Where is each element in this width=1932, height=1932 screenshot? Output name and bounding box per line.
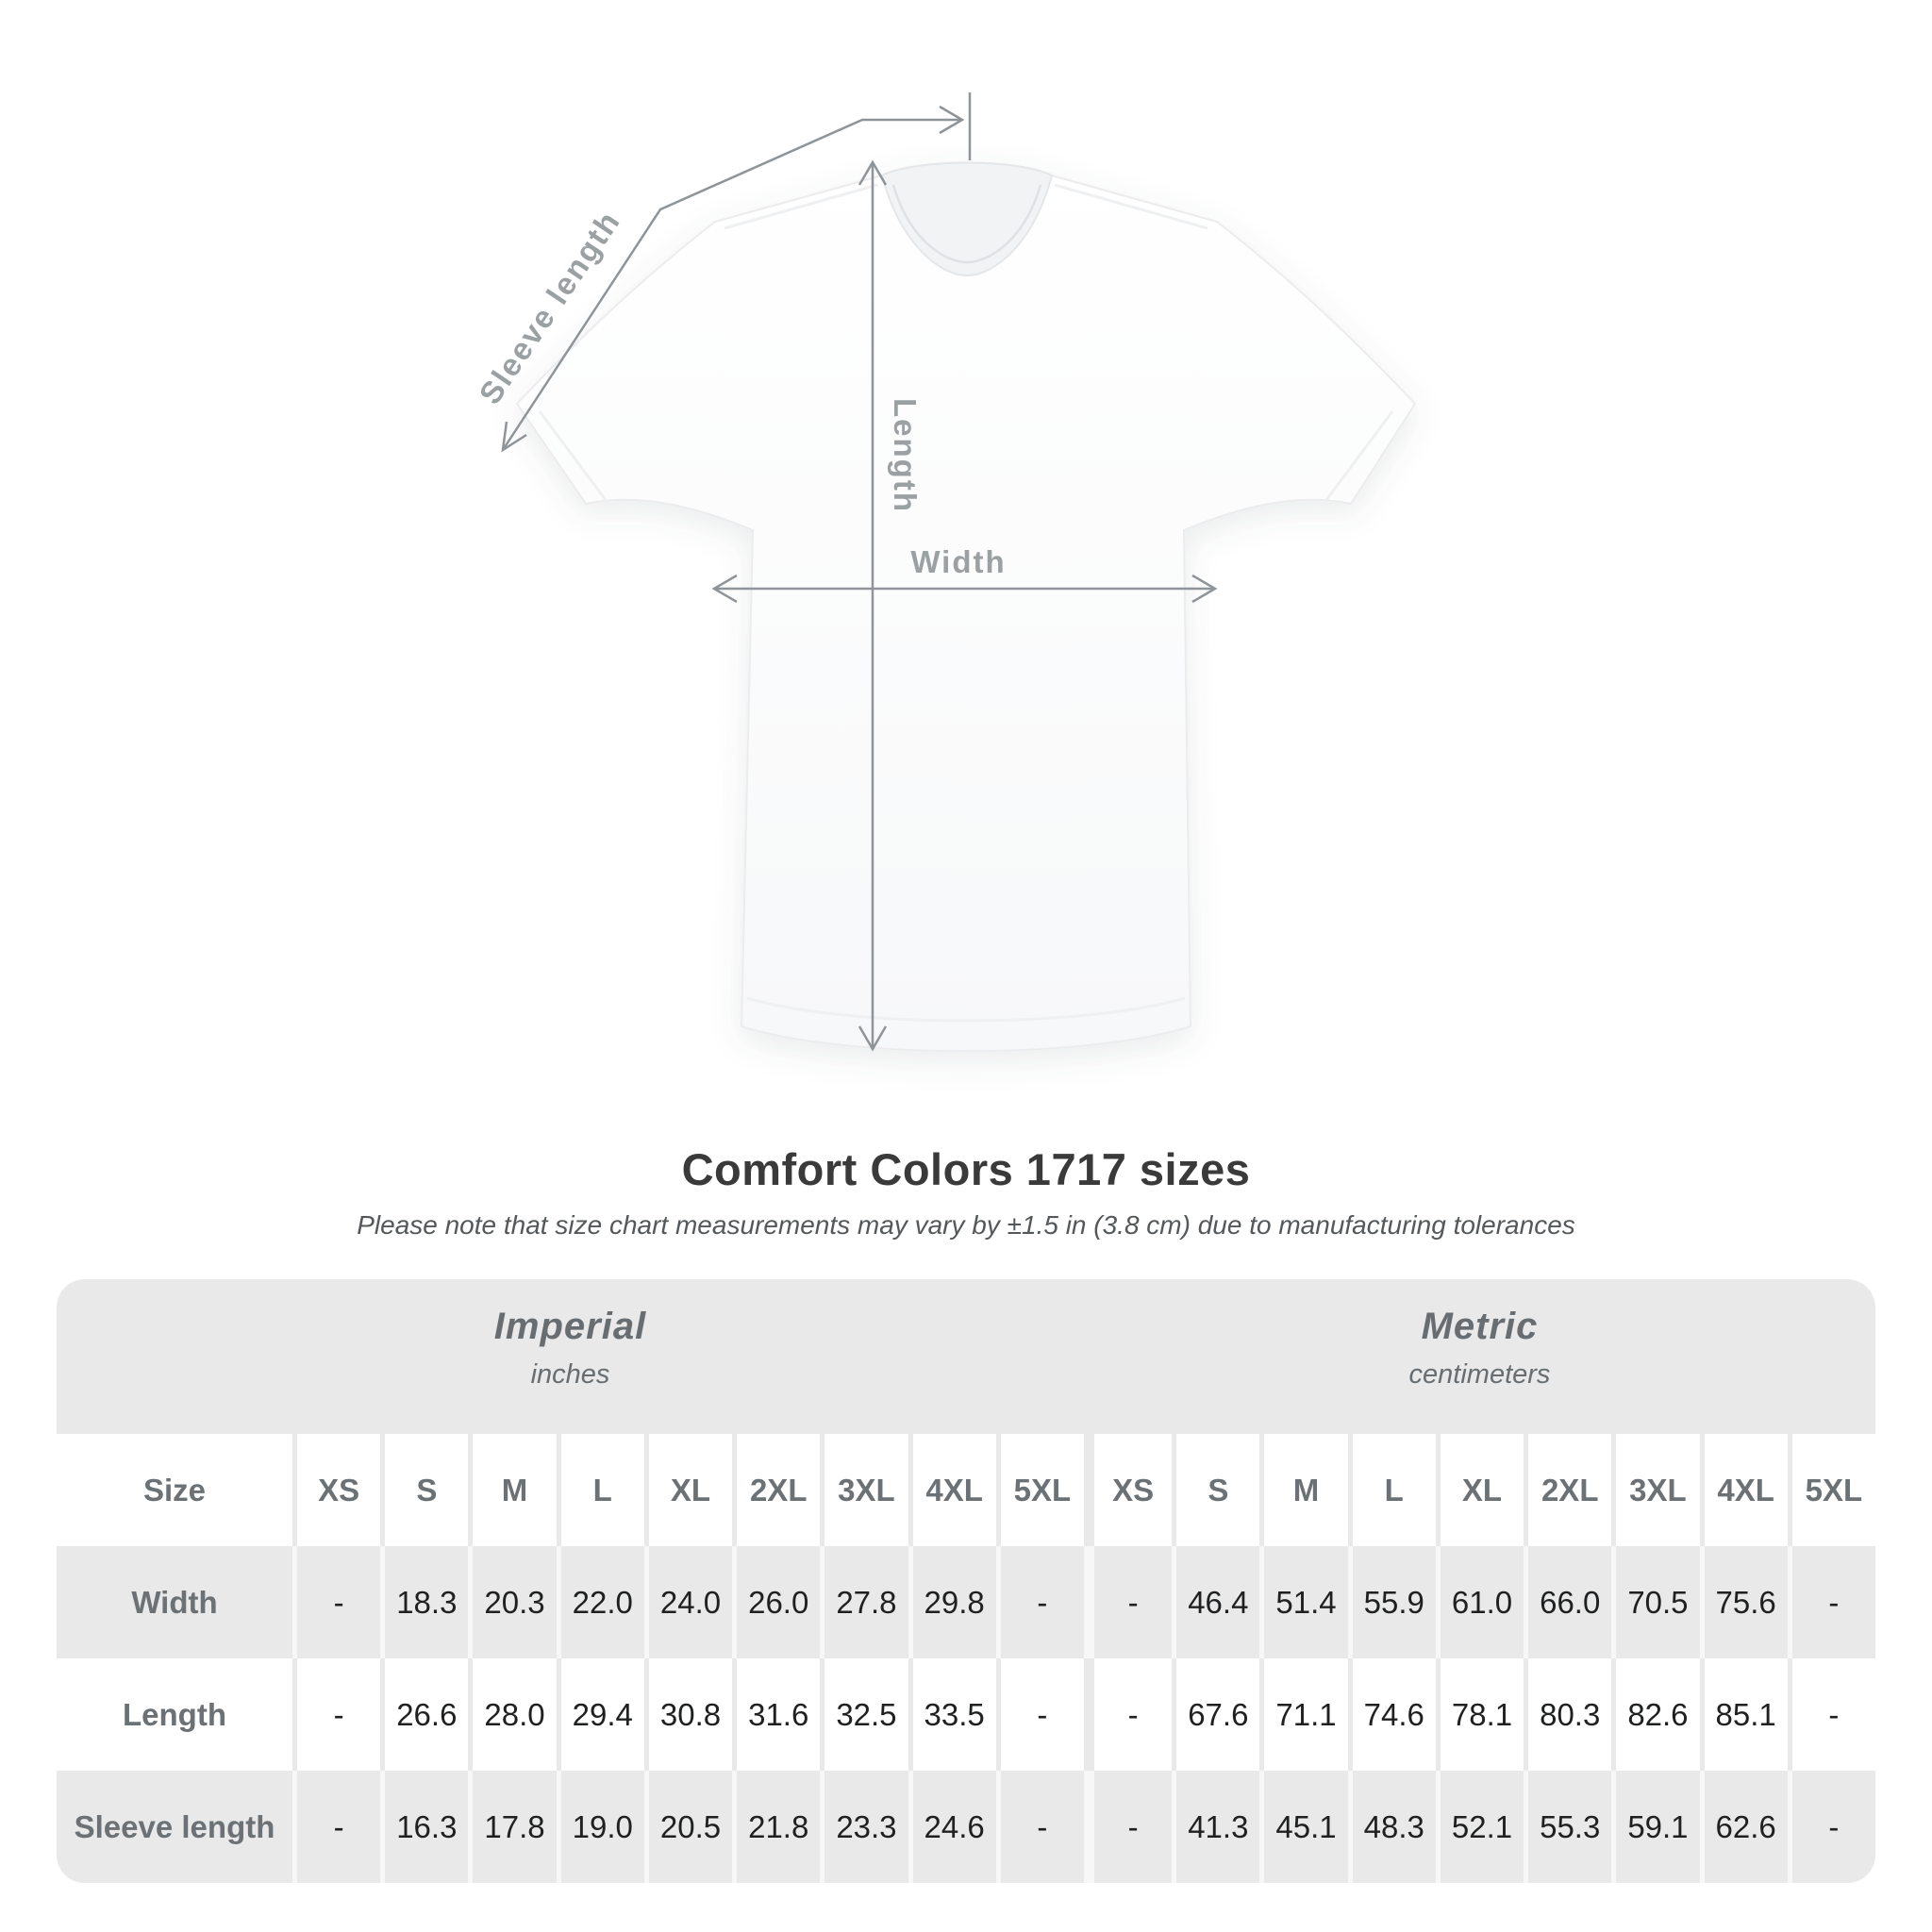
size-column-header-imperial: 2XL	[732, 1434, 821, 1546]
measurement-cell-imperial: 24.6	[908, 1771, 996, 1883]
measurement-cell-metric: -	[1083, 1546, 1173, 1658]
size-column-header-metric: 5XL	[1787, 1434, 1875, 1546]
size-column-header-metric: M	[1259, 1434, 1348, 1546]
measurement-cell-imperial: 23.3	[820, 1771, 908, 1883]
chart-heading: Comfort Colors 1717 sizes Please note th…	[0, 1143, 1932, 1241]
measurement-cell-imperial: 26.0	[732, 1546, 821, 1658]
measurement-cell-imperial: 18.3	[380, 1546, 469, 1658]
metric-label: Metric	[1421, 1306, 1539, 1347]
measurement-cell-imperial: -	[995, 1771, 1084, 1883]
size-column-header-imperial: XS	[292, 1434, 381, 1546]
length-label: Length	[888, 398, 923, 513]
measurement-cell-metric: 71.1	[1259, 1658, 1348, 1771]
measurement-cell-metric: 82.6	[1611, 1658, 1700, 1771]
measurement-cell-imperial: -	[292, 1658, 381, 1771]
measurement-cell-imperial: -	[292, 1771, 381, 1883]
unit-group-metric: Metric centimeters	[1084, 1279, 1875, 1434]
measurement-cell-metric: 74.6	[1347, 1658, 1436, 1771]
collar	[880, 161, 1054, 277]
size-corner-header: Size	[57, 1434, 292, 1546]
measurement-cell-imperial: 26.6	[380, 1658, 469, 1771]
measurement-cell-metric: 51.4	[1259, 1546, 1348, 1658]
size-column-header-metric: S	[1172, 1434, 1260, 1546]
imperial-sublabel: inches	[530, 1359, 610, 1390]
measurement-cell-metric: -	[1787, 1546, 1875, 1658]
unit-group-imperial: Imperial inches	[57, 1279, 1084, 1434]
measurement-cell-metric: 45.1	[1259, 1771, 1348, 1883]
size-column-header-imperial: 4XL	[908, 1434, 996, 1546]
measurement-cell-metric: 75.6	[1699, 1546, 1788, 1658]
measurement-cell-imperial: 20.5	[643, 1771, 733, 1883]
size-column-header-metric: 2XL	[1524, 1434, 1612, 1546]
row-label: Sleeve length	[57, 1771, 292, 1883]
measurement-cell-imperial: 31.6	[732, 1658, 821, 1771]
size-column-header-metric: XS	[1083, 1434, 1173, 1546]
size-column-header-imperial: L	[556, 1434, 644, 1546]
row-label: Width	[57, 1546, 292, 1658]
measurement-cell-imperial: -	[292, 1546, 381, 1658]
measurement-cell-metric: 80.3	[1524, 1658, 1612, 1771]
size-column-header-imperial: 5XL	[995, 1434, 1084, 1546]
measurement-cell-metric: 85.1	[1699, 1658, 1788, 1771]
measurement-cell-imperial: 29.4	[556, 1658, 644, 1771]
measurement-cell-metric: 48.3	[1347, 1771, 1436, 1883]
measurement-cell-metric: 41.3	[1172, 1771, 1260, 1883]
tolerance-note: Please note that size chart measurements…	[357, 1210, 1575, 1240]
measurement-cell-imperial: 16.3	[380, 1771, 469, 1883]
measurement-cell-metric: 55.9	[1347, 1546, 1436, 1658]
measurement-cell-metric: 52.1	[1435, 1771, 1524, 1883]
size-column-header-metric: XL	[1435, 1434, 1524, 1546]
size-column-header-metric: L	[1347, 1434, 1436, 1546]
measurement-cell-metric: -	[1083, 1658, 1173, 1771]
measurement-cell-imperial: 19.0	[556, 1771, 644, 1883]
measurement-cell-imperial: 22.0	[556, 1546, 644, 1658]
size-column-header-imperial: M	[468, 1434, 557, 1546]
measurement-cell-metric: 59.1	[1611, 1771, 1700, 1883]
measurement-cell-metric: -	[1787, 1771, 1875, 1883]
measurement-cell-metric: 66.0	[1524, 1546, 1612, 1658]
measurement-cell-imperial: 21.8	[732, 1771, 821, 1883]
size-table: Imperial inches Metric centimeters Size X…	[57, 1279, 1875, 1883]
measurement-cell-imperial: -	[995, 1658, 1084, 1771]
metric-sublabel: centimeters	[1408, 1359, 1551, 1390]
measurement-cell-imperial: 20.3	[468, 1546, 557, 1658]
measurement-cell-imperial: 27.8	[820, 1546, 908, 1658]
tshirt-measurement-diagram: Sleeve length Length Width	[472, 92, 1417, 1053]
measurement-cell-metric: 78.1	[1435, 1658, 1524, 1771]
tshirt-image	[515, 161, 1417, 1053]
measurement-cell-metric: 61.0	[1435, 1546, 1524, 1658]
measurement-cell-imperial: 28.0	[468, 1658, 557, 1771]
measurement-cell-metric: 46.4	[1172, 1546, 1260, 1658]
size-column-header-imperial: 3XL	[820, 1434, 908, 1546]
measurement-cell-imperial: 30.8	[643, 1658, 733, 1771]
size-column-header-imperial: S	[380, 1434, 469, 1546]
measurement-cell-metric: 67.6	[1172, 1658, 1260, 1771]
size-column-header-imperial: XL	[643, 1434, 733, 1546]
measurement-cell-metric: 55.3	[1524, 1771, 1612, 1883]
measurement-cell-imperial: 24.0	[643, 1546, 733, 1658]
width-label: Width	[910, 544, 1006, 579]
page-title: Comfort Colors 1717 sizes	[681, 1144, 1251, 1194]
measurement-cell-metric: -	[1787, 1658, 1875, 1771]
imperial-label: Imperial	[493, 1306, 647, 1347]
measurement-cell-metric: -	[1083, 1771, 1173, 1883]
measurement-cell-metric: 62.6	[1699, 1771, 1788, 1883]
size-column-header-metric: 3XL	[1611, 1434, 1700, 1546]
size-column-header-metric: 4XL	[1699, 1434, 1788, 1546]
measurement-cell-metric: 70.5	[1611, 1546, 1700, 1658]
measurement-cell-imperial: 17.8	[468, 1771, 557, 1883]
measurement-cell-imperial: -	[995, 1546, 1084, 1658]
measurement-cell-imperial: 29.8	[908, 1546, 996, 1658]
measurement-cell-imperial: 32.5	[820, 1658, 908, 1771]
row-label: Length	[57, 1658, 292, 1771]
measurement-cell-imperial: 33.5	[908, 1658, 996, 1771]
sleeve-length-line	[501, 118, 962, 451]
